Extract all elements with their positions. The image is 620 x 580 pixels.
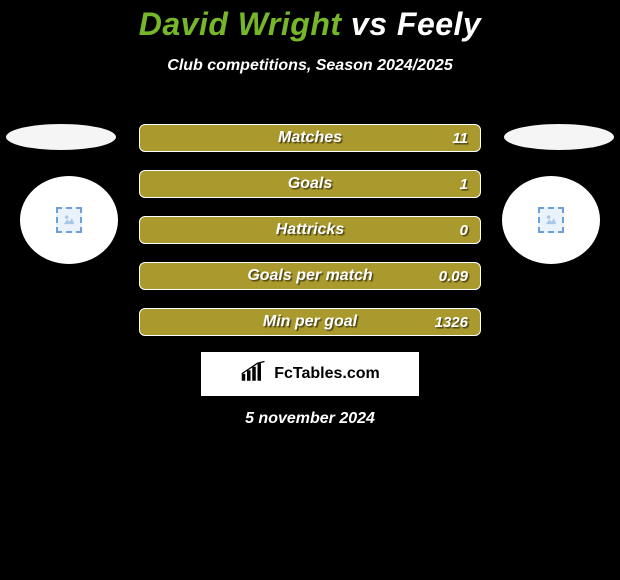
stat-value: 1	[460, 176, 468, 193]
title-vs: vs	[351, 6, 388, 42]
stat-label: Matches	[278, 129, 342, 147]
date-label: 5 november 2024	[245, 410, 375, 428]
stat-bar: Goals per match 0.09	[139, 262, 481, 290]
stat-bars: Matches 11 Goals 1 Hattricks 0 Goals per…	[139, 124, 481, 354]
left-player-avatar	[20, 176, 118, 264]
bar-chart-icon	[240, 360, 268, 389]
player-placeholder-icon	[56, 207, 82, 233]
stat-label: Hattricks	[276, 221, 344, 239]
stat-label: Goals per match	[247, 267, 372, 285]
stat-bar: Matches 11	[139, 124, 481, 152]
title-player1: David Wright	[139, 6, 342, 42]
stat-bar: Hattricks 0	[139, 216, 481, 244]
stat-value: 0.09	[439, 268, 468, 285]
stat-bar: Goals 1	[139, 170, 481, 198]
comparison-card: David Wright vs Feely Club competitions,…	[0, 0, 620, 580]
subtitle: Club competitions, Season 2024/2025	[0, 57, 620, 75]
brand-text: FcTables.com	[274, 365, 380, 383]
title-player2: Feely	[397, 6, 481, 42]
right-ellipse-decoration	[504, 124, 614, 150]
stat-value: 0	[460, 222, 468, 239]
player-placeholder-icon	[538, 207, 564, 233]
stat-bar: Min per goal 1326	[139, 308, 481, 336]
stat-value: 11	[452, 130, 468, 147]
right-player-avatar	[502, 176, 600, 264]
page-title: David Wright vs Feely	[0, 0, 620, 43]
stat-value: 1326	[435, 314, 468, 331]
left-ellipse-decoration	[6, 124, 116, 150]
brand-watermark: FcTables.com	[201, 352, 419, 396]
stat-label: Min per goal	[263, 313, 357, 331]
stat-label: Goals	[288, 175, 332, 193]
